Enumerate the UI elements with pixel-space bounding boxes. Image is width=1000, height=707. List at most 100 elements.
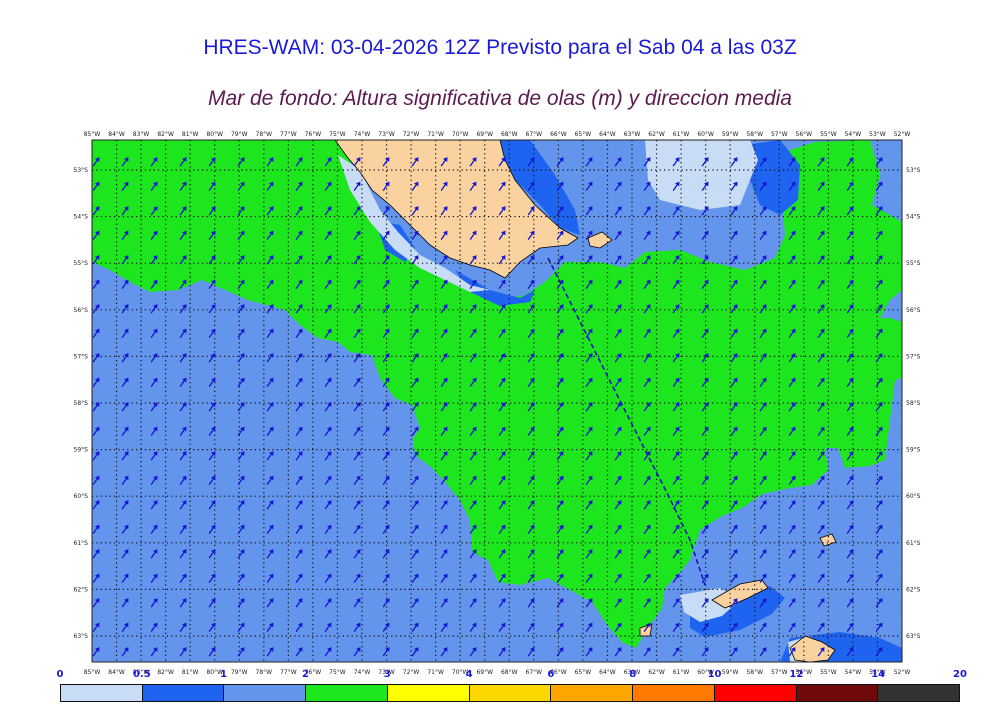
- direction-arrow: [846, 426, 854, 436]
- direction-arrow: [498, 451, 506, 461]
- direction-arrow: [759, 279, 767, 289]
- direction-arrow: [672, 598, 680, 608]
- direction-arrow: [266, 353, 274, 363]
- lon-label-top: 78°W: [256, 131, 273, 138]
- direction-arrow: [817, 573, 825, 583]
- lon-label-top: 66°W: [550, 131, 567, 138]
- direction-arrow: [92, 402, 100, 412]
- direction-arrow: [440, 524, 448, 534]
- direction-arrow: [759, 622, 767, 632]
- direction-arrow: [672, 500, 680, 510]
- direction-arrow: [440, 426, 448, 436]
- direction-arrow: [556, 647, 564, 657]
- direction-arrow: [730, 524, 738, 534]
- direction-arrow: [121, 451, 129, 461]
- direction-arrow: [556, 598, 564, 608]
- direction-arrow: [701, 426, 709, 436]
- direction-arrow: [759, 426, 767, 436]
- route-line: [547, 257, 706, 586]
- direction-arrow: [875, 255, 883, 265]
- direction-arrow: [701, 157, 709, 167]
- direction-arrow: [585, 255, 593, 265]
- colorbar-label: 20: [953, 669, 967, 680]
- lon-label-bottom: 69°W: [476, 669, 493, 676]
- direction-arrow: [295, 206, 303, 216]
- direction-arrow: [411, 230, 419, 240]
- direction-arrow: [121, 279, 129, 289]
- direction-arrow: [643, 426, 651, 436]
- direction-arrow: [643, 647, 651, 657]
- direction-arrow: [353, 598, 361, 608]
- direction-arrow: [121, 377, 129, 387]
- direction-arrow: [353, 279, 361, 289]
- direction-arrow: [411, 475, 419, 485]
- direction-arrow: [150, 647, 158, 657]
- direction-arrow: [498, 181, 506, 191]
- direction-arrow: [556, 328, 564, 338]
- direction-arrow: [353, 353, 361, 363]
- direction-arrow: [759, 475, 767, 485]
- direction-arrow: [614, 475, 622, 485]
- direction-arrow: [556, 157, 564, 167]
- direction-arrow: [875, 549, 883, 559]
- direction-arrow: [92, 622, 100, 632]
- direction-arrow: [469, 549, 477, 559]
- direction-arrow: [614, 524, 622, 534]
- direction-arrow: [411, 426, 419, 436]
- direction-arrow: [614, 500, 622, 510]
- lat-label-left: 61°S: [74, 540, 89, 547]
- direction-arrow: [788, 157, 796, 167]
- lon-label-bottom: 79°W: [231, 669, 248, 676]
- direction-arrow: [701, 524, 709, 534]
- direction-arrow: [150, 426, 158, 436]
- direction-arrow: [121, 255, 129, 265]
- direction-arrow: [527, 402, 535, 412]
- colorbar-label: 8: [629, 669, 637, 680]
- direction-arrow: [440, 622, 448, 632]
- direction-arrow: [121, 647, 129, 657]
- direction-arrow: [179, 549, 187, 559]
- direction-arrow: [469, 622, 477, 632]
- lon-label-bottom: 83°W: [133, 669, 150, 676]
- direction-arrow: [672, 426, 680, 436]
- direction-arrow: [469, 255, 477, 265]
- direction-arrow: [411, 549, 419, 559]
- direction-arrow: [846, 206, 854, 216]
- direction-arrow: [266, 206, 274, 216]
- direction-arrow: [701, 500, 709, 510]
- lat-label-right: 58°S: [906, 400, 921, 407]
- direction-arrow: [121, 622, 129, 632]
- direction-arrow: [788, 647, 796, 657]
- direction-arrow: [527, 622, 535, 632]
- direction-arrow: [730, 549, 738, 559]
- direction-arrow: [846, 402, 854, 412]
- direction-arrow: [614, 598, 622, 608]
- direction-arrow: [556, 353, 564, 363]
- lon-label-top: 65°W: [575, 131, 592, 138]
- direction-arrow: [875, 402, 883, 412]
- direction-arrow: [730, 328, 738, 338]
- lon-label-bottom: 84°W: [108, 669, 125, 676]
- direction-arrow: [585, 328, 593, 338]
- direction-arrow: [759, 206, 767, 216]
- direction-arrow: [759, 549, 767, 559]
- direction-arrow: [556, 206, 564, 216]
- direction-arrow: [324, 206, 332, 216]
- direction-arrow: [295, 524, 303, 534]
- direction-arrow: [179, 451, 187, 461]
- direction-arrow: [382, 451, 390, 461]
- direction-arrow: [585, 647, 593, 657]
- direction-arrow: [208, 353, 216, 363]
- island-land: [587, 231, 613, 249]
- direction-arrow: [759, 157, 767, 167]
- direction-arrow: [92, 426, 100, 436]
- colorbar-label: 0.5: [132, 669, 151, 680]
- direction-arrow: [817, 622, 825, 632]
- lat-label-left: 63°S: [74, 633, 89, 640]
- colorbar-label: 3: [383, 669, 391, 680]
- direction-arrow: [324, 647, 332, 657]
- direction-arrow: [614, 206, 622, 216]
- lat-label-left: 56°S: [74, 307, 89, 314]
- direction-arrow: [614, 647, 622, 657]
- direction-arrow: [643, 549, 651, 559]
